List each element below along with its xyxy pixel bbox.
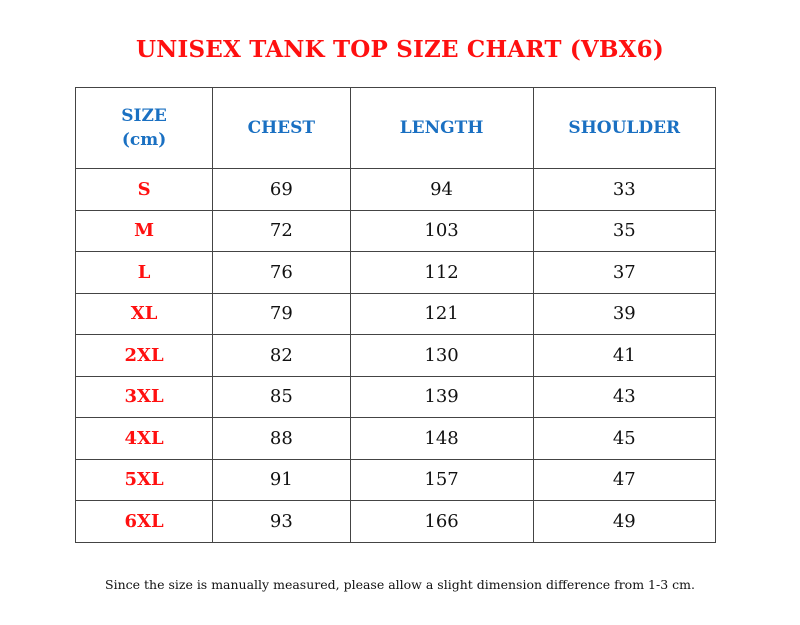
cell-size: 2XL: [74, 334, 214, 377]
table-row: 3XL 85 139 43: [74, 375, 717, 418]
table-header-row: SIZE (cm) CHEST LENGTH SHOULDER: [74, 87, 717, 169]
cell-chest: 79: [212, 292, 351, 335]
cell-shoulder: 49: [532, 500, 717, 543]
header-size-label: SIZE: [121, 106, 167, 126]
cell-chest: 88: [212, 417, 351, 460]
cell-shoulder: 45: [532, 417, 717, 460]
cell-shoulder: 41: [532, 334, 717, 377]
table-row: XL 79 121 39: [74, 292, 717, 335]
cell-size: 4XL: [74, 417, 214, 460]
cell-length: 94: [349, 168, 534, 211]
cell-chest: 93: [212, 500, 351, 543]
header-shoulder: SHOULDER: [532, 87, 717, 169]
cell-shoulder: 47: [532, 458, 717, 501]
cell-shoulder: 39: [532, 292, 717, 335]
cell-chest: 72: [212, 209, 351, 252]
cell-shoulder: 35: [532, 209, 717, 252]
cell-size: 3XL: [74, 375, 214, 418]
cell-chest: 82: [212, 334, 351, 377]
page-title: UNISEX TANK TOP SIZE CHART (VBX6): [136, 36, 664, 63]
cell-chest: 91: [212, 458, 351, 501]
cell-length: 166: [349, 500, 534, 543]
cell-length: 121: [349, 292, 534, 335]
header-size: SIZE (cm): [74, 87, 214, 169]
header-length: LENGTH: [349, 87, 534, 169]
cell-length: 130: [349, 334, 534, 377]
cell-size: 6XL: [74, 500, 214, 543]
header-size-unit: (cm): [121, 130, 167, 150]
cell-length: 148: [349, 417, 534, 460]
measurement-note: Since the size is manually measured, ple…: [105, 577, 695, 592]
cell-shoulder: 43: [532, 375, 717, 418]
cell-shoulder: 33: [532, 168, 717, 211]
table-row: M 72 103 35: [74, 209, 717, 252]
cell-chest: 85: [212, 375, 351, 418]
cell-size: M: [74, 209, 214, 252]
table-row: 5XL 91 157 47: [74, 458, 717, 501]
table-row: 6XL 93 166 49: [74, 500, 717, 543]
cell-shoulder: 37: [532, 251, 717, 294]
cell-length: 112: [349, 251, 534, 294]
cell-chest: 76: [212, 251, 351, 294]
table-row: S 69 94 33: [74, 168, 717, 211]
table-row: 4XL 88 148 45: [74, 417, 717, 460]
cell-length: 103: [349, 209, 534, 252]
cell-chest: 69: [212, 168, 351, 211]
cell-length: 139: [349, 375, 534, 418]
table-row: L 76 112 37: [74, 251, 717, 294]
size-chart-table: SIZE (cm) CHEST LENGTH SHOULDER S 69 94 33 M 7…: [74, 87, 717, 543]
header-chest: CHEST: [212, 87, 351, 169]
cell-length: 157: [349, 458, 534, 501]
cell-size: XL: [74, 292, 214, 335]
cell-size: L: [74, 251, 214, 294]
table-row: 2XL 82 130 41: [74, 334, 717, 377]
cell-size: S: [74, 168, 214, 211]
cell-size: 5XL: [74, 458, 214, 501]
